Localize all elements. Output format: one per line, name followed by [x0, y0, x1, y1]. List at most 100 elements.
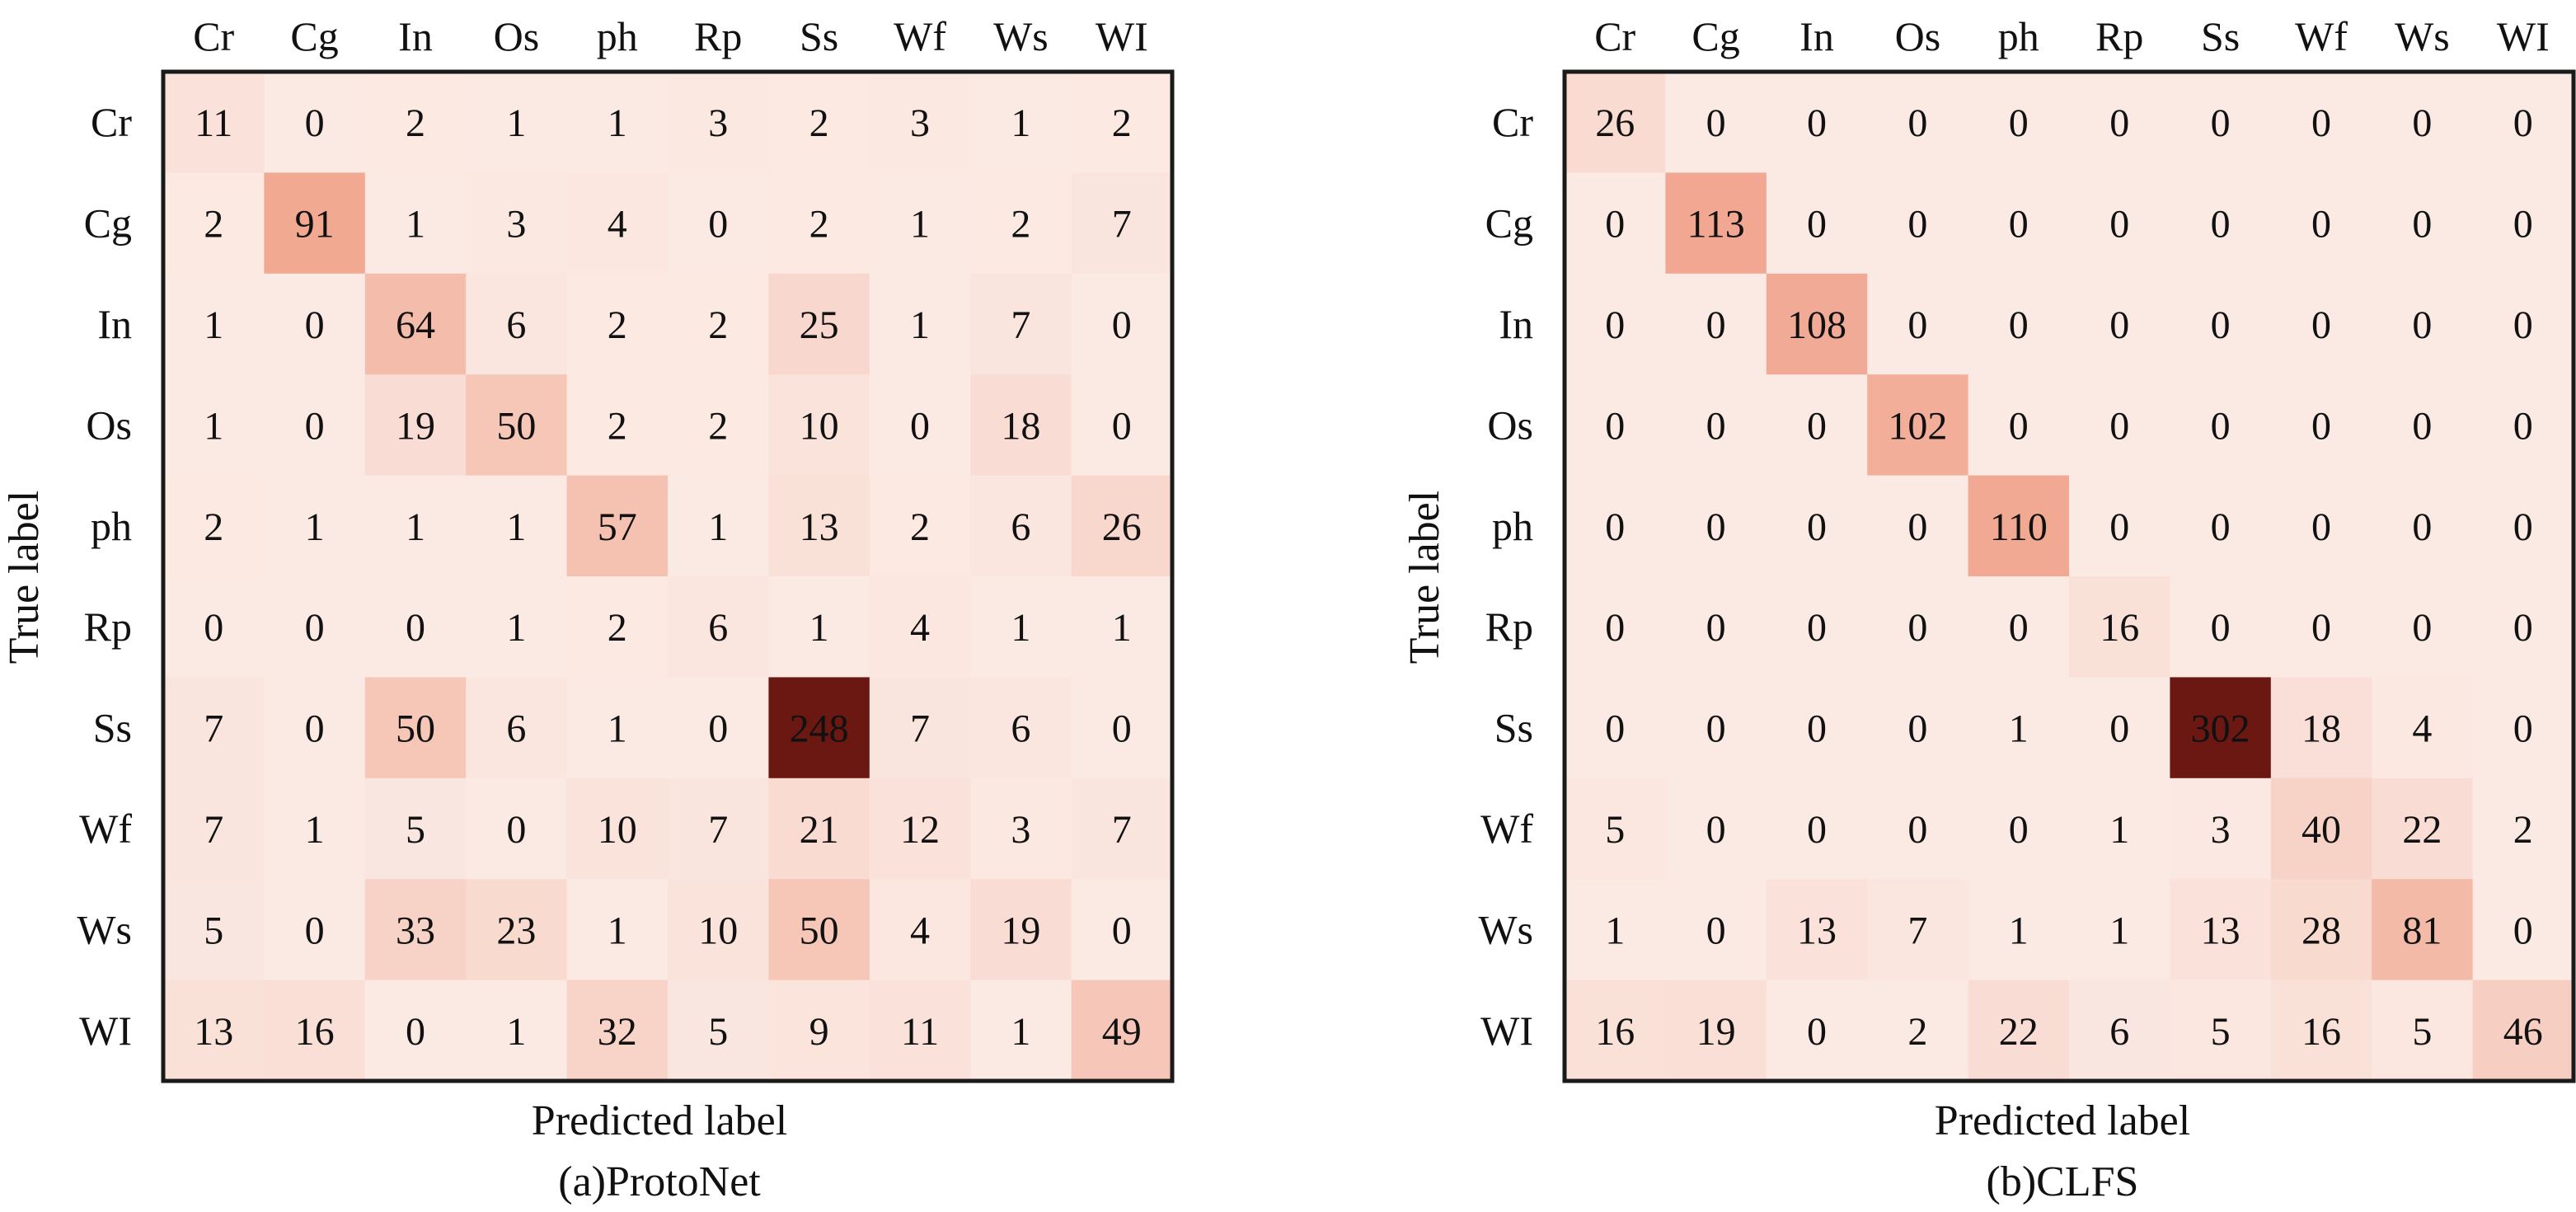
heatmap-cell — [1565, 273, 1666, 375]
heatmap-cell — [1867, 273, 1969, 375]
cell-value-label: 2 — [1112, 101, 1132, 145]
heatmap-cell — [2472, 777, 2574, 880]
cell-value-label: 0 — [2009, 303, 2029, 347]
cell-value-label: 0 — [406, 606, 425, 650]
heatmap-cell — [2472, 677, 2574, 779]
cell-value-label: 64 — [396, 303, 435, 347]
cell-value-label: 248 — [790, 707, 849, 751]
heatmap-cell — [163, 374, 265, 477]
heatmap-cell — [1968, 979, 2070, 1082]
y-tick-label: Cr — [1492, 99, 1533, 145]
heatmap-cell — [2170, 172, 2272, 275]
heatmap-cell — [2170, 879, 2272, 981]
heatmap-cell — [668, 72, 769, 173]
cell-value-label: 0 — [2412, 404, 2432, 448]
heatmap-cell — [2270, 273, 2372, 375]
heatmap-cell — [2270, 475, 2372, 577]
cell-value-label: 0 — [305, 404, 325, 448]
cell-value-label: 7 — [1907, 909, 1927, 952]
x-tick-label: Cg — [1692, 13, 1739, 59]
cell-value-label: 0 — [1907, 303, 1927, 347]
cell-value-label: 0 — [2109, 101, 2129, 145]
heatmap-cell — [768, 879, 870, 981]
heatmap-cell — [264, 273, 366, 375]
y-tick-label: In — [97, 301, 132, 347]
cell-value-label: 0 — [2109, 707, 2129, 751]
cell-value-label: 2 — [608, 606, 627, 650]
cell-value-label: 0 — [2311, 203, 2331, 247]
cell-value-label: 0 — [2513, 606, 2533, 650]
cell-value-label: 28 — [2302, 909, 2341, 952]
heatmap-cell — [2472, 576, 2574, 678]
heatmap-cell — [2069, 72, 2170, 173]
cell-value-label: 0 — [2211, 505, 2231, 549]
heatmap-cell — [364, 576, 467, 678]
cell-value-label: 0 — [910, 404, 930, 448]
cell-value-label: 32 — [598, 1010, 637, 1054]
clfs-frame — [1562, 69, 2576, 1083]
heatmap-cell — [1665, 677, 1767, 779]
x-tick-label: Wf — [2295, 13, 2348, 59]
heatmap-cell — [1766, 72, 1868, 173]
cell-value-label: 302 — [2191, 707, 2250, 751]
cell-value-label: 0 — [1605, 606, 1625, 650]
heatmap-cell — [466, 777, 568, 880]
cell-value-label: 23 — [496, 909, 536, 952]
heatmap-cell — [1665, 273, 1767, 375]
x-tick-label: Ws — [2395, 13, 2450, 59]
cell-value-label: 1 — [608, 101, 627, 145]
cell-value-label: 0 — [1706, 808, 1726, 852]
heatmap-cell — [2170, 777, 2272, 880]
x-tick-label: Cg — [290, 13, 338, 59]
cell-value-label: 3 — [506, 203, 526, 247]
cell-value-label: 2 — [204, 203, 223, 247]
cell-value-label: 46 — [2503, 1010, 2543, 1054]
heatmap-cell — [970, 475, 1072, 577]
cell-value-label: 26 — [1102, 505, 1142, 549]
heatmap-cell — [668, 475, 769, 577]
cell-value-label: 50 — [396, 707, 435, 751]
heatmap-cell — [668, 677, 769, 779]
x-tick-label: Ss — [800, 13, 838, 59]
cell-value-label: 1 — [305, 505, 325, 549]
cell-value-label: 7 — [708, 808, 728, 852]
cell-value-label: 0 — [2412, 606, 2432, 650]
heatmap-cell — [1968, 72, 2070, 173]
heatmap-cell — [970, 879, 1072, 981]
heatmap-cell — [2170, 273, 2272, 375]
heatmap-cell — [466, 374, 568, 477]
cell-value-label: 0 — [2412, 203, 2432, 247]
cell-value-label: 1 — [406, 505, 425, 549]
cell-value-label: 1 — [2009, 707, 2029, 751]
x-tick-label: Rp — [694, 13, 742, 59]
clfs-xlabel: Predicted label — [1935, 1097, 2190, 1144]
y-tick-label: ph — [1492, 503, 1533, 549]
heatmap-cell — [869, 979, 971, 1082]
cell-value-label: 1 — [1112, 606, 1132, 650]
cell-value-label: 0 — [2009, 203, 2029, 247]
heatmap-cell — [1071, 374, 1173, 477]
heatmap-cell — [2372, 172, 2474, 275]
heatmap-cell — [466, 475, 568, 577]
heatmap-cell — [466, 677, 568, 779]
y-tick-label: Ss — [1494, 705, 1533, 751]
heatmap-cell — [2069, 879, 2170, 981]
cell-value-label: 1 — [1011, 606, 1030, 650]
heatmap-cell — [2170, 576, 2272, 678]
cell-value-label: 33 — [396, 909, 435, 952]
cell-value-label: 5 — [2211, 1010, 2231, 1054]
clfs-caption: (b)CLFS — [1987, 1158, 2139, 1205]
cell-value-label: 0 — [2513, 101, 2533, 145]
heatmap-cell — [163, 677, 265, 779]
cell-value-label: 4 — [608, 203, 627, 247]
heatmap-cell — [768, 777, 870, 880]
cell-value-label: 3 — [2211, 808, 2231, 852]
heatmap-cell — [1968, 273, 2070, 375]
cell-value-label: 1 — [506, 101, 526, 145]
heatmap-cell — [264, 475, 366, 577]
heatmap-cell — [1766, 677, 1868, 779]
heatmap-cell — [668, 374, 769, 477]
heatmap-cell — [1867, 475, 1969, 577]
heatmap-cell — [1071, 879, 1173, 981]
heatmap-cell — [1071, 677, 1173, 779]
